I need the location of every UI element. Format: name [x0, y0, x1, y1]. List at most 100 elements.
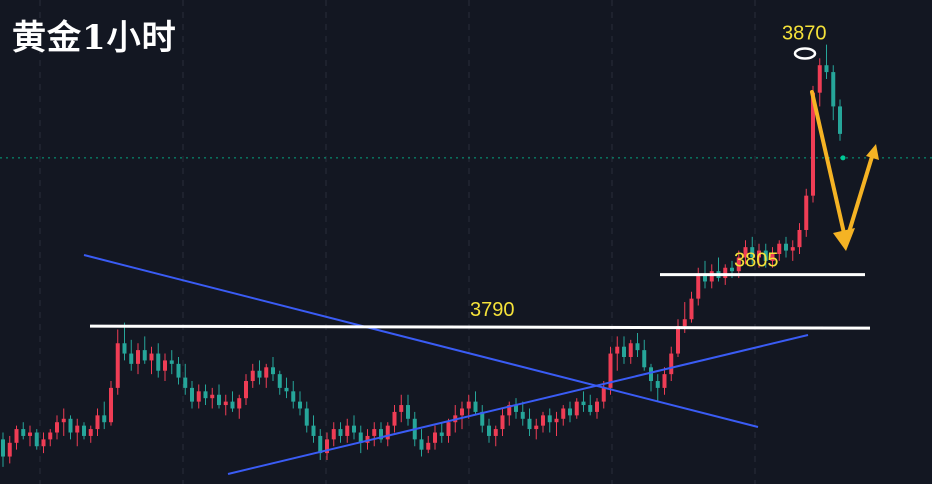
- candle-body: [196, 391, 201, 402]
- candle-body: [217, 394, 221, 406]
- candle: [500, 408, 505, 436]
- candle: [615, 336, 620, 371]
- candle-body: [554, 418, 559, 423]
- candle-body: [676, 326, 680, 354]
- candle: [169, 350, 174, 375]
- candle: [419, 429, 424, 457]
- candle: [601, 381, 606, 409]
- candle: [439, 422, 444, 443]
- candle-body: [48, 432, 53, 440]
- candle-body: [655, 381, 660, 388]
- candle: [797, 223, 802, 255]
- candle-body: [129, 353, 134, 364]
- candle-body: [649, 367, 653, 382]
- candle-body: [662, 374, 667, 388]
- candle: [514, 398, 518, 419]
- candle-body: [88, 429, 93, 436]
- candle-body: [190, 387, 194, 402]
- candle-body: [419, 439, 424, 450]
- candle-body: [784, 243, 788, 251]
- candle: [358, 425, 363, 454]
- candle: [433, 425, 437, 450]
- candle: [426, 435, 431, 454]
- candle-body: [385, 425, 390, 440]
- candle-body: [601, 387, 606, 402]
- candle-body: [730, 267, 734, 272]
- candle-body: [75, 425, 80, 433]
- candle-body: [493, 429, 498, 436]
- candle-body: [264, 367, 269, 378]
- candle: [831, 65, 836, 121]
- candle: [136, 343, 140, 375]
- candle: [257, 360, 262, 385]
- candle: [777, 240, 782, 261]
- candle: [406, 394, 410, 426]
- candle-body: [203, 391, 208, 399]
- candle: [298, 391, 302, 416]
- candle: [82, 422, 86, 440]
- candle: [487, 418, 491, 443]
- candle: [190, 381, 194, 409]
- candle-body: [433, 432, 437, 443]
- candle-body: [325, 439, 329, 454]
- candle: [203, 384, 208, 406]
- candle: [581, 391, 586, 412]
- candle: [176, 356, 181, 385]
- candle-body: [770, 254, 775, 261]
- candle-body: [696, 274, 701, 299]
- candle-body: [628, 343, 633, 357]
- candle: [34, 429, 39, 450]
- candle: [109, 381, 113, 426]
- candle-body: [183, 377, 188, 388]
- candle-body: [271, 367, 275, 375]
- candle: [264, 363, 269, 388]
- candle: [55, 415, 59, 440]
- candle: [541, 411, 545, 433]
- candle: [1, 432, 5, 467]
- candle: [534, 418, 539, 440]
- candle-body: [743, 247, 748, 258]
- candle: [824, 44, 829, 79]
- candle: [770, 247, 775, 268]
- candle-body: [156, 353, 161, 371]
- candle-body: [439, 432, 444, 436]
- candle-body: [28, 432, 32, 436]
- candle-body: [372, 429, 377, 436]
- candle: [75, 418, 80, 447]
- candle-body: [304, 408, 309, 426]
- candle: [574, 398, 579, 419]
- candle: [480, 405, 485, 433]
- candle-body: [34, 432, 39, 447]
- candle-body: [331, 429, 336, 440]
- candle-body: [500, 415, 505, 430]
- candle: [507, 401, 512, 426]
- candle: [568, 401, 572, 423]
- candle-body: [460, 408, 464, 416]
- candle-body: [291, 391, 296, 402]
- candle-body: [68, 418, 73, 433]
- candle: [804, 188, 809, 237]
- candle-body: [230, 401, 235, 409]
- candle-body: [723, 267, 728, 279]
- candle-body: [136, 350, 140, 364]
- candle-body: [1, 439, 5, 457]
- candle: [21, 422, 26, 440]
- candle-body: [61, 418, 66, 423]
- candle-body: [406, 405, 410, 419]
- candle: [642, 339, 647, 371]
- candle-body: [338, 429, 343, 436]
- candle-body: [527, 418, 532, 430]
- candle: [662, 367, 667, 395]
- candle: [284, 377, 289, 399]
- candle: [466, 394, 471, 419]
- candle-body: [122, 343, 127, 354]
- candle: [223, 394, 228, 416]
- candle-body: [608, 353, 613, 388]
- candle: [689, 291, 694, 323]
- candle: [142, 336, 147, 364]
- candle: [365, 429, 370, 450]
- candle-body: [284, 387, 289, 392]
- candle-body: [595, 401, 599, 412]
